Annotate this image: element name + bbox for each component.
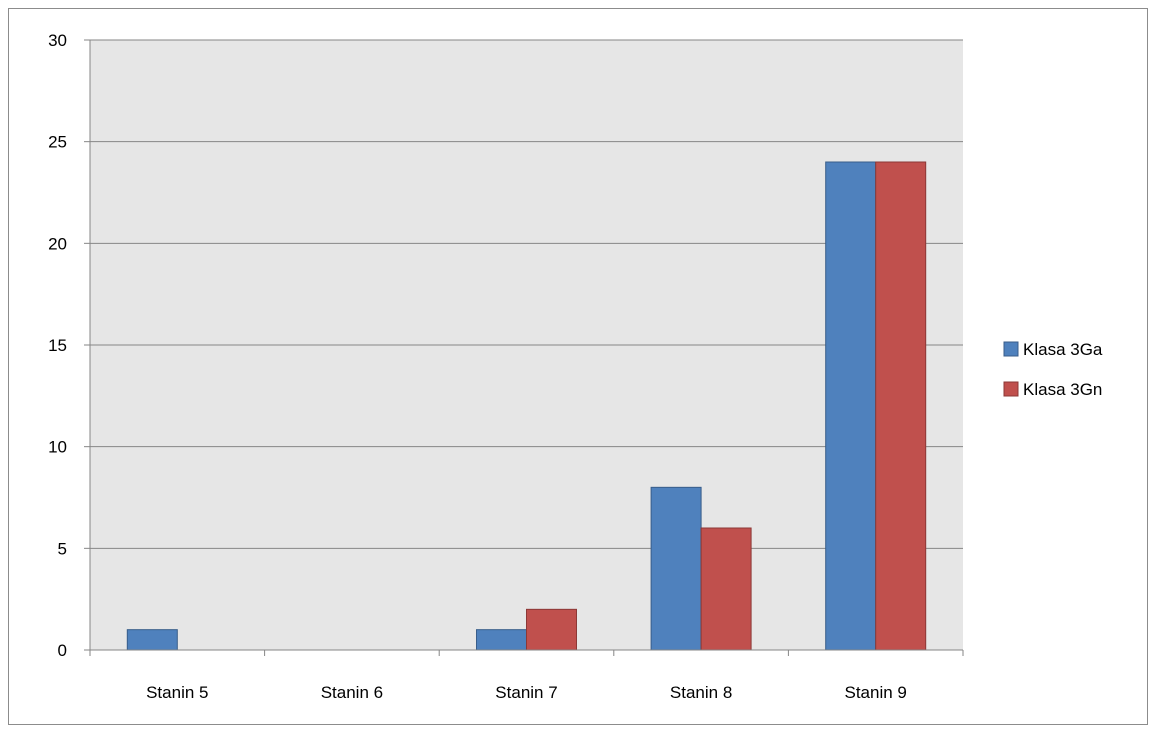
bar <box>650 486 702 651</box>
bar <box>825 161 877 651</box>
x-tick-label: Stanin 5 <box>146 683 208 702</box>
y-tick-label: 5 <box>58 539 67 558</box>
legend-label: Klasa 3Ga <box>1023 340 1103 359</box>
bar <box>700 527 752 651</box>
bar <box>126 629 178 651</box>
x-tick-label: Stanin 9 <box>845 683 907 702</box>
gridlines <box>90 39 963 549</box>
legend-swatch <box>1003 381 1019 397</box>
x-tick-labels: Stanin 5 Stanin 6 Stanin 7 Stanin 8 Stanin 9 <box>146 683 907 702</box>
bar <box>875 161 927 651</box>
legend-label: Klasa 3Gn <box>1023 380 1102 399</box>
y-tick-label: 0 <box>58 641 67 660</box>
y-tick-label: 20 <box>48 234 67 253</box>
x-tick-label: Stanin 8 <box>670 683 732 702</box>
y-tick-label: 30 <box>48 31 67 50</box>
y-tick-label: 10 <box>48 438 67 457</box>
axes <box>84 39 964 656</box>
y-tick-label: 15 <box>48 336 67 355</box>
legend-swatch <box>1003 341 1019 357</box>
bars <box>126 161 927 651</box>
bar <box>526 608 577 651</box>
y-tick-labels: 0 5 10 15 20 25 30 <box>48 31 67 660</box>
x-tick-label: Stanin 7 <box>495 683 557 702</box>
y-tick-label: 25 <box>48 133 67 152</box>
x-tick-label: Stanin 6 <box>321 683 383 702</box>
bar <box>476 629 527 651</box>
legend: Klasa 3Ga Klasa 3Gn <box>1003 340 1103 399</box>
